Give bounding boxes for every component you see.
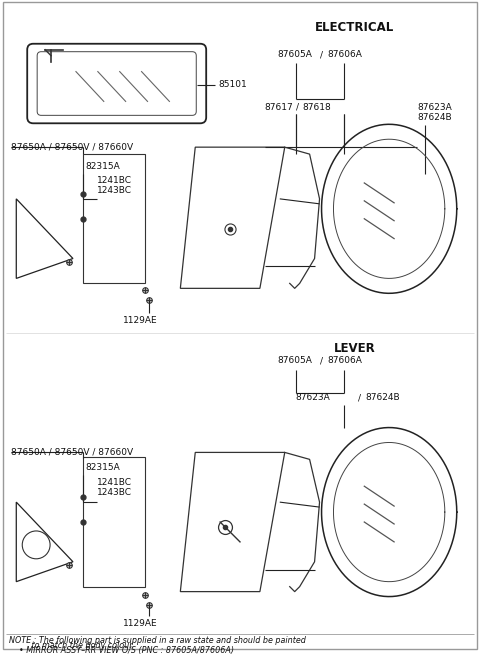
Text: 87623A: 87623A bbox=[296, 393, 330, 402]
Text: 1243BC: 1243BC bbox=[97, 488, 132, 496]
Bar bbox=[83, 457, 144, 587]
Text: 82315A: 82315A bbox=[85, 463, 120, 472]
Text: • MIRROR ASSY–RR VIEW O/S (PNC : 87605A/87606A): • MIRROR ASSY–RR VIEW O/S (PNC : 87605A/… bbox=[9, 646, 234, 655]
Text: NOTE : The following part is supplied in a raw state and should be painted: NOTE : The following part is supplied in… bbox=[9, 636, 306, 645]
Text: 1241BC: 1241BC bbox=[97, 176, 132, 185]
Text: /: / bbox=[320, 356, 323, 365]
Text: 87623A: 87623A bbox=[417, 103, 452, 112]
Text: 82315A: 82315A bbox=[85, 162, 120, 170]
Text: 85101: 85101 bbox=[218, 80, 247, 89]
Text: 87605A: 87605A bbox=[278, 356, 312, 365]
Text: LEVER: LEVER bbox=[334, 341, 375, 354]
Text: 87650A / 87650V / 87660V: 87650A / 87650V / 87660V bbox=[12, 143, 133, 152]
Text: 87618: 87618 bbox=[303, 103, 331, 112]
Text: 1129AE: 1129AE bbox=[123, 316, 157, 325]
Text: 87606A: 87606A bbox=[327, 356, 362, 365]
Bar bbox=[83, 158, 144, 174]
Text: 87624B: 87624B bbox=[365, 393, 400, 402]
Text: 87605A: 87605A bbox=[278, 50, 312, 59]
Polygon shape bbox=[16, 199, 73, 278]
Text: /: / bbox=[320, 50, 323, 59]
Text: /: / bbox=[296, 103, 299, 112]
Text: 87617: 87617 bbox=[265, 103, 294, 112]
Text: 1241BC: 1241BC bbox=[97, 477, 132, 487]
Bar bbox=[83, 154, 144, 284]
Text: 87606A: 87606A bbox=[327, 50, 362, 59]
Polygon shape bbox=[16, 502, 73, 582]
FancyBboxPatch shape bbox=[37, 52, 196, 115]
Text: 87624B: 87624B bbox=[417, 113, 452, 122]
Text: ELECTRICAL: ELECTRICAL bbox=[315, 22, 394, 34]
FancyBboxPatch shape bbox=[27, 44, 206, 123]
Bar bbox=[83, 459, 144, 476]
Text: /: / bbox=[358, 393, 361, 402]
Text: 87650A / 87650V / 87660V: 87650A / 87650V / 87660V bbox=[12, 448, 133, 457]
Text: 1129AE: 1129AE bbox=[123, 619, 157, 628]
Text: to match the body colour.: to match the body colour. bbox=[9, 641, 134, 650]
Text: 1243BC: 1243BC bbox=[97, 187, 132, 195]
